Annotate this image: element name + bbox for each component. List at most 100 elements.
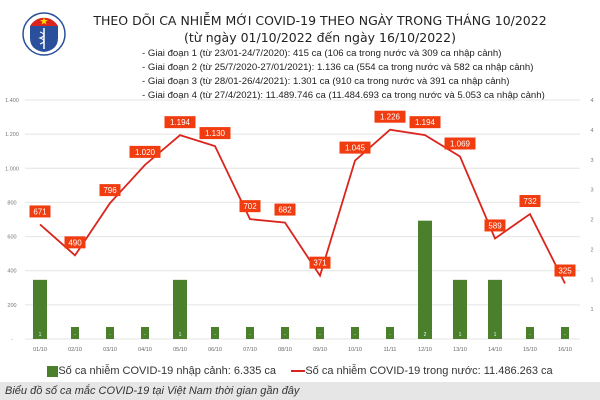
phase-1-text: - Giai đoạn 1 (từ 23/01-24/7/2020): 415 …	[142, 48, 502, 59]
legend-line-swatch	[291, 370, 306, 373]
x-axis-tick: 03/10	[103, 347, 117, 353]
legend-bar-swatch	[47, 365, 59, 377]
x-axis-tick: 04/10	[138, 347, 152, 353]
x-axis-tick: 12/10	[418, 347, 432, 353]
data-label-02/10: 490	[68, 238, 82, 247]
line-domestic	[39, 128, 566, 284]
bar-label: -	[319, 332, 321, 338]
data-label-03/10: 796	[103, 186, 117, 195]
bar-imported-02/10	[71, 327, 79, 339]
bar-label: -	[144, 332, 146, 338]
data-label-09/10: 371	[313, 259, 327, 268]
bar-imported-13/10	[453, 279, 467, 339]
phase-3-text: - Giai đoạn 3 (từ 28/01-26/4/2021): 1.30…	[142, 76, 510, 87]
data-label-12/10: 1.194	[415, 118, 436, 127]
data-label-06/10: 1.130	[205, 129, 226, 138]
bar-imported-10/10	[351, 327, 359, 339]
data-label-08/10: 682	[278, 206, 292, 215]
left-axis-tick: 600	[7, 235, 16, 241]
data-label-box	[199, 127, 231, 140]
data-label-box	[274, 203, 296, 216]
data-label-box	[409, 116, 441, 129]
bar-imported-05/10	[173, 279, 187, 339]
phase-2-text: - Giai đoạn 2 (từ 25/7/2020-27/01/2021):…	[142, 62, 534, 73]
bar-label: -	[214, 332, 216, 338]
bar-label: -	[354, 332, 356, 338]
bar-imported-14/10	[488, 279, 502, 339]
data-label-13/10: 1.069	[450, 140, 471, 149]
phase-4-text: - Giai đoạn 4 (từ 27/4/2021): 11.489.746…	[142, 90, 545, 101]
legend-line-label: Số ca nhiễm COVID-19 trong nước: 11.486.…	[305, 365, 553, 377]
data-label-10/10: 1.045	[345, 144, 366, 153]
data-label-box	[484, 219, 506, 232]
right-axis-tick: 4	[590, 98, 593, 104]
bar-imported-04/10	[141, 327, 149, 339]
right-axis-tick: 1	[590, 277, 593, 283]
x-axis-tick: 15/10	[523, 347, 537, 353]
bar-imported-01/10	[33, 279, 47, 339]
data-label-box	[519, 195, 541, 208]
data-label-box	[554, 264, 576, 277]
data-label-07/10: 702	[243, 202, 257, 211]
data-label-box	[309, 256, 331, 269]
data-label-box	[99, 184, 121, 197]
bar-imported-08/10	[281, 327, 289, 339]
data-label-box	[164, 116, 196, 129]
x-axis-tick: 02/10	[68, 347, 82, 353]
left-axis-tick: 800	[7, 200, 16, 206]
x-axis-tick: 09/10	[313, 347, 327, 353]
bar-imported-03/10	[106, 327, 114, 339]
ministry-of-health-logo	[22, 12, 66, 56]
x-axis-tick: 06/10	[208, 347, 222, 353]
bar-label: -	[109, 332, 111, 338]
data-label-16/10: 325	[558, 267, 572, 276]
bar-imported-11/11	[386, 327, 394, 339]
x-axis-tick: 01/10	[33, 347, 47, 353]
data-label-01/10: 671	[33, 207, 47, 216]
x-axis-tick: 08/10	[278, 347, 292, 353]
data-label-04/10: 1.020	[135, 148, 156, 157]
legend-bar-label: Số ca nhiễm COVID-19 nhập cảnh: 6.335 ca	[58, 365, 277, 377]
chart-area: - 200 400 600 800 1.000 1.200 1.400 1 1 2 2 3 3 4 4 1 01/…	[5, 98, 593, 353]
data-label-box	[239, 200, 261, 213]
bar-imported-09/10	[316, 327, 324, 339]
right-axis-tick: 3	[590, 188, 593, 194]
right-axis-tick: 2	[590, 218, 593, 224]
bar-label: -	[284, 332, 286, 338]
data-label-15/10: 732	[523, 197, 537, 206]
bar-label: 1	[179, 332, 182, 338]
data-label-box	[444, 137, 476, 150]
right-axis-tick: 4	[590, 128, 593, 134]
bar-label: -	[74, 332, 76, 338]
data-label-14/10: 589	[488, 221, 502, 230]
right-axis-tick: 3	[590, 158, 593, 164]
right-axis-tick: 2	[590, 247, 593, 253]
bar-label: 1	[39, 332, 42, 338]
bar-imported-15/10	[526, 327, 534, 339]
data-label-11/11: 1.226	[380, 113, 401, 122]
bar-imported-12/10	[418, 220, 432, 339]
data-label-box	[129, 145, 161, 158]
x-axis-tick: 10/10	[348, 347, 362, 353]
x-axis-tick: 14/10	[488, 347, 502, 353]
x-axis-tick: 07/10	[243, 347, 257, 353]
bar-imported-16/10	[561, 327, 569, 339]
caption: Biểu đồ số ca mắc COVID-19 tại Việt Nam …	[0, 382, 600, 400]
bar-label: -	[529, 332, 531, 338]
x-axis-tick: 05/10	[173, 347, 187, 353]
data-label-box	[374, 110, 406, 123]
bar-label: -	[564, 332, 566, 338]
right-axis-tick: 1	[590, 307, 593, 313]
bar-label: 1	[459, 332, 462, 338]
data-label-box	[339, 141, 371, 154]
data-label-box	[29, 205, 51, 218]
left-axis-tick: 1.000	[5, 166, 19, 172]
x-axis-tick: 16/10	[558, 347, 572, 353]
left-axis-tick: 1.200	[5, 132, 19, 138]
left-axis-tick: 1.400	[5, 98, 19, 104]
x-axis-tick: 11/11	[384, 347, 397, 353]
x-axis-tick: 13/10	[453, 347, 467, 353]
data-label-05/10: 1.194	[170, 118, 191, 127]
left-axis-tick: 200	[7, 303, 16, 309]
left-axis-tick: 400	[7, 269, 16, 275]
